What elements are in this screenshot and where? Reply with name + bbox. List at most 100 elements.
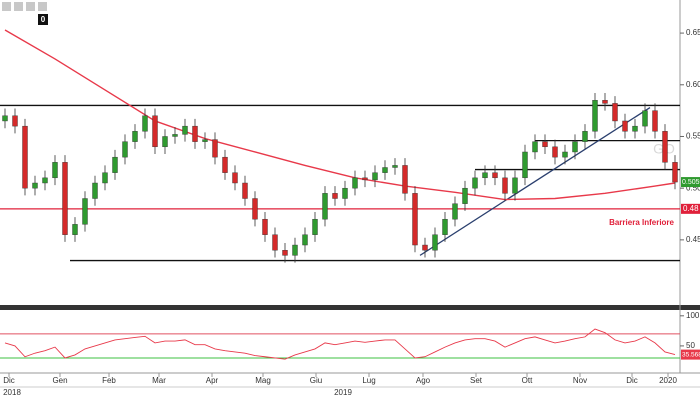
candle-body (222, 156, 228, 173)
candle-body (602, 100, 608, 104)
candle-body (412, 193, 418, 246)
panel-separator (0, 305, 700, 310)
candle-body (142, 115, 148, 132)
year-label: 2019 (334, 388, 352, 397)
candle-body (72, 224, 78, 235)
candle-body (582, 131, 588, 142)
line (4, 328, 676, 360)
y-tick-label: 0.60 (686, 80, 700, 89)
year-label: 2018 (3, 388, 21, 397)
candle-body (122, 141, 128, 158)
candle-body (362, 177, 368, 181)
candle-body (632, 125, 638, 132)
candle-body (182, 125, 188, 135)
level-label: Barriera Inferiore (609, 218, 674, 227)
candle-body (62, 162, 68, 235)
x-tick-label: Giu (310, 376, 322, 385)
candle-body (132, 131, 138, 142)
toolbar-icon[interactable] (14, 2, 23, 11)
price-tag-box (681, 203, 700, 214)
candle-body (642, 110, 648, 127)
toolbar-icon[interactable] (38, 2, 47, 11)
candle-body (542, 141, 548, 148)
candle-body (282, 250, 288, 256)
x-tick-label: Lug (362, 376, 375, 385)
price-tag: 0.48 (683, 204, 699, 213)
y-tick-label: 0.50 (686, 183, 700, 192)
candle-body (102, 172, 108, 184)
toolbar-badge[interactable]: 0 (41, 15, 46, 24)
candle-body (152, 115, 158, 148)
trendline (419, 106, 651, 256)
candle-body (262, 218, 268, 235)
toolbar-badge-box[interactable] (38, 14, 48, 25)
x-tick-label: 2020 (659, 376, 677, 385)
candle-body (532, 141, 538, 153)
y-tick-label: 0.65 (686, 28, 700, 37)
candle-body (622, 120, 628, 132)
candle-body (162, 136, 168, 148)
candle-body (92, 182, 98, 199)
candle-body (252, 198, 258, 220)
y-tick-label: 0.45 (686, 235, 700, 244)
x-tick-label: Feb (102, 376, 116, 385)
value-tag-box (681, 349, 700, 360)
x-tick-label: Dic (3, 376, 15, 385)
candle-body (302, 234, 308, 246)
candle-body (82, 198, 88, 225)
candle-body (672, 162, 678, 183)
candle-body (662, 131, 668, 163)
candle-body (442, 218, 448, 235)
candle-body (492, 172, 498, 179)
x-tick-label: Nov (573, 376, 587, 385)
candle-body (452, 203, 458, 220)
candle-body (52, 162, 58, 179)
toolbar-icon[interactable] (26, 2, 35, 11)
value-tag: 35.5684 (682, 351, 700, 358)
candle-body (242, 182, 248, 199)
price-tag: 0.5059 (682, 179, 700, 186)
candle-body (32, 182, 38, 189)
candle-body (612, 103, 618, 122)
candle-body (462, 187, 468, 204)
candle-body (232, 172, 238, 184)
candle-body (352, 177, 358, 189)
candle-body (512, 177, 518, 194)
candle-body (42, 177, 48, 184)
candle-body (342, 187, 348, 199)
toolbar-icon[interactable] (2, 2, 11, 11)
candle-body (382, 167, 388, 173)
candle-body (422, 244, 428, 251)
candle-body (112, 156, 118, 173)
candle-body (312, 218, 318, 235)
candle-body (272, 234, 278, 251)
candle-body (402, 165, 408, 194)
candle-body (322, 193, 328, 220)
x-tick-label: Apr (206, 376, 219, 385)
candle-body (432, 234, 438, 251)
candle-body (652, 110, 658, 132)
price-tag-box (681, 177, 700, 188)
y-tick-label: 100 (686, 311, 700, 320)
candle-body (562, 151, 568, 158)
x-tick-label: Gen (52, 376, 67, 385)
candle-body (2, 115, 8, 122)
x-tick-label: Ago (416, 376, 431, 385)
candle-body (332, 193, 338, 199)
candle-body (572, 141, 578, 153)
candle-body (372, 172, 378, 181)
candle-body (502, 177, 508, 194)
candle-body (592, 100, 598, 132)
candle-body (552, 146, 558, 158)
candle-body (192, 125, 198, 142)
y-tick-label: 50 (686, 341, 695, 350)
x-tick-label: Ott (522, 376, 533, 385)
candle-body (392, 165, 398, 168)
x-tick-label: Mag (255, 376, 271, 385)
candle-body (12, 115, 18, 127)
candle-body (22, 125, 28, 189)
x-tick-label: Dic (626, 376, 638, 385)
candle-body (292, 244, 298, 256)
